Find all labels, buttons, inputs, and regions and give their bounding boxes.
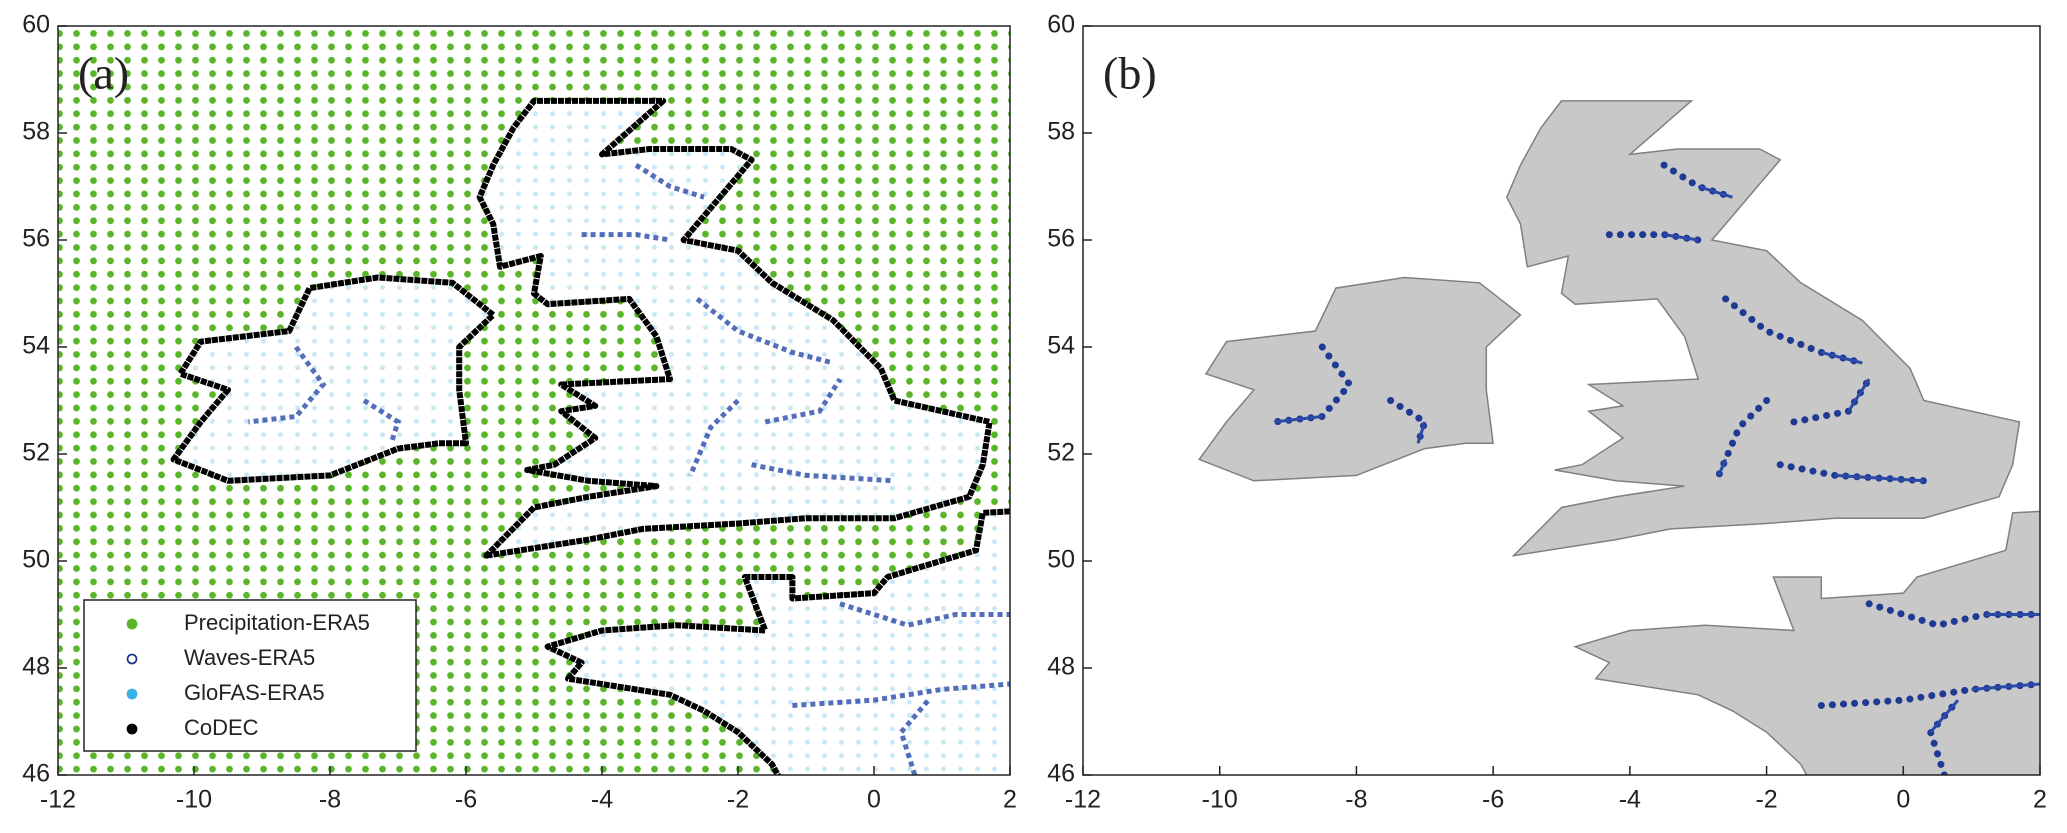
river-cells [634, 162, 705, 200]
x-tick-label: -12 [1065, 786, 1101, 814]
legend-marker [126, 653, 138, 665]
connection [1929, 699, 1960, 734]
connection [1274, 415, 1323, 424]
river-link [1715, 397, 1771, 479]
legend-marker [126, 688, 138, 700]
y-tick-label: 52 [1047, 439, 1075, 467]
y-tick-label: 48 [1047, 653, 1075, 681]
connection [1717, 458, 1727, 476]
axes-frame [1082, 25, 2041, 776]
river-cells [839, 601, 1010, 628]
y-tick-label: 58 [1047, 118, 1075, 146]
axes-frame [57, 25, 1011, 776]
legend-marker [126, 723, 138, 735]
legend-label: Waves-ERA5 [184, 645, 315, 670]
legend-marker [126, 618, 138, 630]
y-tick-label: 54 [1047, 332, 1075, 360]
legend-label: Precipitation-ERA5 [184, 610, 370, 635]
x-tick-label: -12 [40, 786, 76, 814]
river-cells [764, 377, 843, 425]
x-tick-label: 0 [1896, 786, 1910, 814]
x-tick-label: 0 [867, 786, 881, 814]
connection [1847, 378, 1871, 413]
river-cells [688, 398, 740, 477]
y-tick-label: 56 [22, 225, 50, 253]
map-panel: -12 -10 -8 -6 -4 -2 0 2 46 48 50 52 54 56 58 60 (a) Preci… [22, 11, 1017, 814]
land-dots [173, 277, 494, 481]
river-cells [792, 681, 1010, 708]
map-panel: -12 -10 -8 -6 -4 -2 0 2 46 48 50 52 54 56 58 60 (b) [1047, 11, 2047, 814]
land [1573, 510, 2040, 775]
river-cells [898, 698, 931, 775]
x-tick-label: -10 [1202, 786, 1238, 814]
y-tick-label: 56 [1047, 225, 1075, 253]
river-cells [751, 462, 895, 484]
x-tick-label: -6 [455, 786, 477, 814]
connection [1663, 233, 1699, 242]
river-cells [695, 296, 834, 366]
y-tick-label: 52 [22, 439, 50, 467]
river-cells [362, 398, 401, 445]
legend-box [83, 599, 417, 752]
x-tick-label: -4 [1619, 786, 1641, 814]
x-tick-label: -8 [319, 786, 341, 814]
land [1198, 276, 1522, 482]
river-cells [581, 232, 671, 243]
y-tick-label: 58 [22, 118, 50, 146]
connection [1697, 185, 1733, 199]
y-tick-label: 60 [22, 11, 50, 39]
connection [1971, 682, 2040, 691]
coastline [476, 97, 993, 559]
panel-label: (a) [78, 48, 129, 99]
y-tick-label: 50 [1047, 546, 1075, 574]
y-tick-label: 46 [1047, 760, 1075, 788]
connection [1820, 350, 1863, 365]
connection [1834, 473, 1924, 483]
coastline [170, 274, 497, 484]
x-tick-label: -2 [727, 786, 749, 814]
y-tick-label: 54 [22, 332, 50, 360]
x-tick-label: -10 [176, 786, 212, 814]
x-tick-label: -6 [1482, 786, 1504, 814]
river-link [1865, 600, 2040, 629]
y-tick-label: 50 [22, 546, 50, 574]
panel-label: (b) [1103, 48, 1157, 99]
y-tick-label: 60 [1047, 11, 1075, 39]
x-tick-label: 2 [1003, 786, 1017, 814]
y-tick-label: 48 [22, 653, 50, 681]
legend-label: CoDEC [184, 715, 259, 740]
x-tick-label: 2 [2033, 786, 2047, 814]
legend-label: GloFAS-ERA5 [184, 680, 325, 705]
y-tick-label: 46 [22, 760, 50, 788]
map-body [1198, 100, 2040, 775]
coastline [544, 508, 1010, 775]
connection [1416, 421, 1427, 444]
x-tick-label: -8 [1345, 786, 1367, 814]
x-tick-label: -2 [1755, 786, 1777, 814]
river-cells [248, 345, 327, 425]
x-tick-label: -4 [591, 786, 613, 814]
